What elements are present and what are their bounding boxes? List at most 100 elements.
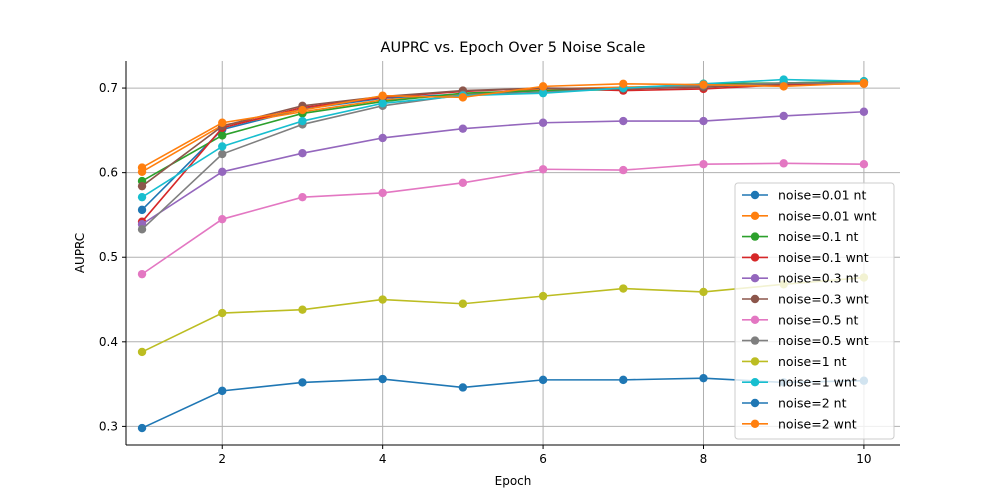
data-point (298, 378, 307, 387)
series-line (141, 81, 864, 187)
data-point (458, 93, 468, 102)
series-line (141, 82, 864, 230)
y-tick-label: 0.4 (99, 335, 118, 349)
legend-label: noise=0.01 nt (778, 188, 866, 203)
data-point (218, 308, 227, 318)
data-point (298, 116, 307, 126)
series-7 (137, 159, 869, 279)
legend-entry: noise=0.5 nt (742, 312, 858, 327)
data-point (859, 159, 869, 169)
data-point (137, 163, 147, 172)
data-point (538, 291, 548, 301)
legend-swatch-marker (750, 315, 760, 324)
chart-title: AUPRC vs. Epoch Over 5 Noise Scale (381, 40, 646, 56)
data-point (137, 192, 147, 202)
data-point (378, 91, 387, 100)
legend-entry: noise=0.1 nt (742, 229, 858, 244)
legend-entry: noise=0.3 wnt (742, 292, 869, 307)
data-point (137, 205, 147, 215)
legend-entry: noise=0.01 nt (742, 188, 866, 203)
data-point (538, 118, 548, 127)
legend-swatch-marker (750, 294, 760, 304)
data-point (378, 99, 387, 108)
legend-swatch-marker (750, 419, 760, 428)
data-point (779, 75, 788, 84)
legend-label: noise=0.01 wnt (778, 208, 877, 223)
data-point (218, 167, 227, 177)
data-point (699, 373, 708, 383)
data-point (619, 375, 628, 385)
data-point (699, 80, 708, 89)
data-point (218, 118, 227, 127)
x-tick-label: 10 (856, 452, 871, 466)
data-point (378, 374, 387, 384)
legend-swatch-marker (750, 232, 760, 241)
data-point (298, 148, 307, 158)
legend-swatch-marker (750, 190, 760, 200)
legend-swatch-marker (750, 378, 760, 387)
series-5 (137, 107, 869, 229)
data-point (298, 305, 307, 314)
legend-swatch-marker (750, 253, 760, 262)
legend-box (734, 182, 895, 440)
data-point (699, 159, 708, 169)
legend-label: noise=0.3 wnt (778, 292, 869, 307)
series-line (141, 82, 864, 169)
series-line (141, 110, 864, 225)
ticks: 2 4 6 8 10 0.3 0.4 0.5 0.6 0.7 (99, 81, 872, 466)
data-point (619, 79, 628, 89)
data-point (619, 116, 628, 126)
legend-swatch-marker (750, 336, 760, 345)
legend-entry: noise=1 nt (742, 354, 847, 369)
legend-label: noise=1 wnt (778, 375, 857, 390)
data-point (699, 116, 708, 126)
series-10 (137, 75, 869, 202)
data-point (538, 165, 548, 174)
data-point (378, 295, 387, 304)
y-axis-label: AUPRC (73, 233, 87, 273)
legend-entry: noise=2 nt (742, 396, 847, 411)
data-point (298, 192, 307, 202)
axes (125, 61, 900, 446)
data-point (137, 269, 147, 279)
x-tick-label: 2 (218, 452, 226, 466)
legend-swatch-marker (750, 274, 760, 283)
data-point (218, 386, 227, 396)
y-tick-label: 0.5 (99, 250, 118, 264)
legend-entry: noise=0.5 wnt (742, 333, 869, 348)
data-point (298, 105, 307, 115)
legend-entry: noise=1 wnt (742, 375, 857, 390)
legend-entry: noise=0.3 nt (742, 271, 858, 286)
data-point (378, 188, 387, 198)
data-point (859, 78, 869, 88)
y-tick-label: 0.7 (99, 81, 118, 95)
data-point (137, 347, 147, 357)
x-tick-label: 8 (700, 452, 708, 466)
data-point (538, 375, 548, 385)
series-line (141, 80, 864, 182)
x-tick-label: 4 (379, 452, 387, 466)
series-line (141, 162, 864, 275)
data-point (779, 111, 788, 121)
data-point (137, 423, 147, 433)
data-point (218, 149, 227, 159)
x-axis-label: Epoch (495, 474, 532, 488)
legend-label: noise=1 nt (778, 354, 847, 369)
legend-label: noise=0.1 wnt (778, 250, 869, 265)
legend-entry: noise=0.01 wnt (742, 208, 877, 223)
data-point (779, 82, 788, 91)
data-point (538, 88, 548, 98)
data-point (779, 159, 788, 168)
data-point (699, 287, 708, 297)
legend-swatch-marker (750, 211, 760, 220)
legend-label: noise=0.5 wnt (778, 333, 869, 348)
x-tick-label: 6 (539, 452, 547, 466)
series-12 (137, 78, 869, 172)
y-tick-label: 0.3 (99, 419, 118, 433)
data-point (458, 299, 468, 308)
legend-entry: noise=2 wnt (742, 416, 857, 431)
legend-label: noise=2 nt (778, 396, 847, 411)
data-point (137, 225, 147, 234)
legend-label: noise=0.1 nt (778, 229, 858, 244)
